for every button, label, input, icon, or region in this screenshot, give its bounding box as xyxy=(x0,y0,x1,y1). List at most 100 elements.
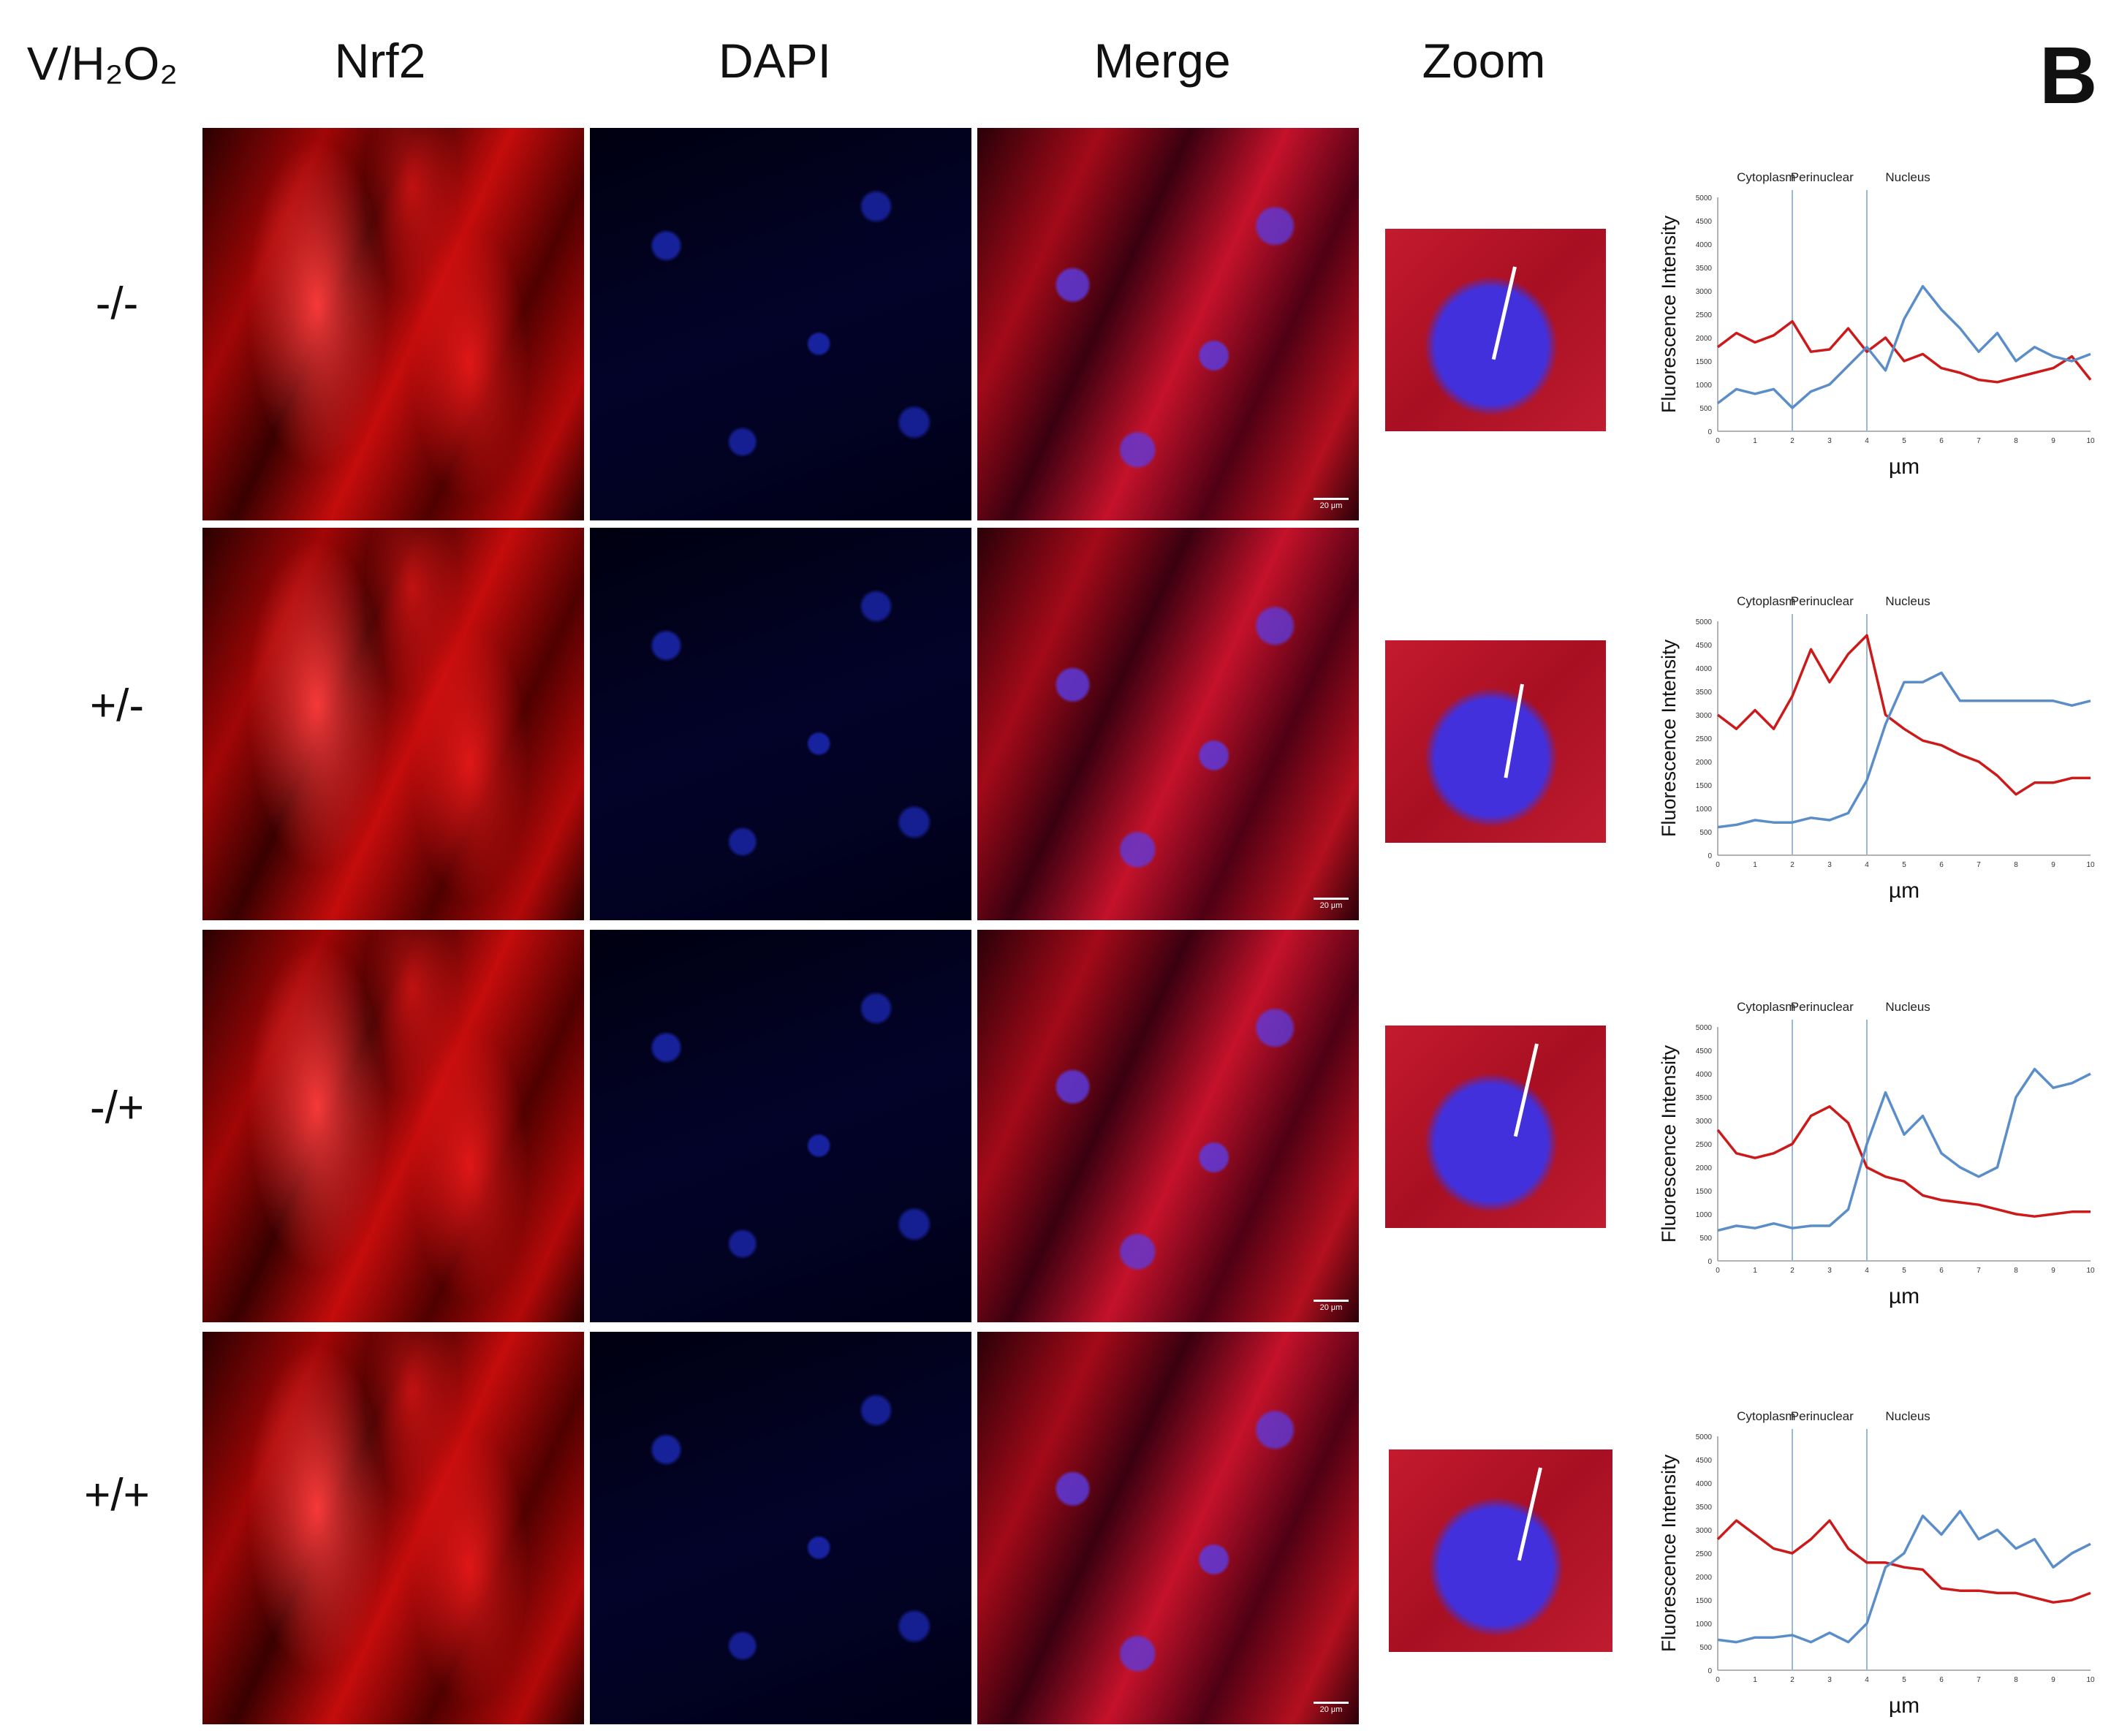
scale-bar: 20 μm xyxy=(1314,1702,1349,1714)
x-tick-label: 7 xyxy=(1977,437,1981,445)
x-tick-label: 3 xyxy=(1827,1676,1832,1684)
region-label: Perinuclear xyxy=(1791,594,1854,608)
region-label: Cytoplasm xyxy=(1737,1000,1795,1014)
region-label: Nucleus xyxy=(1885,1000,1930,1014)
x-tick-label: 4 xyxy=(1865,437,1869,445)
intensity-profile-chart: 0 500 1000 1500 2000 2500 3000 3500 4000 4500 5000… xyxy=(1658,170,2095,479)
x-tick-label: 1 xyxy=(1753,1267,1757,1275)
region-label: Perinuclear xyxy=(1791,1409,1854,1423)
x-tick-label: 7 xyxy=(1977,1267,1981,1275)
zoom-micrograph xyxy=(1385,640,1606,843)
nrf2-intensity-line xyxy=(1716,1105,2091,1218)
y-tick-label: 1500 xyxy=(1696,358,1713,366)
column-heading-dapi: DAPI xyxy=(718,34,832,88)
region-label: Perinuclear xyxy=(1791,170,1854,184)
x-tick-label: 6 xyxy=(1939,861,1944,869)
x-tick-label: 0 xyxy=(1716,1676,1720,1684)
y-tick-label: 4500 xyxy=(1696,218,1713,226)
nrf2-micrograph xyxy=(202,930,584,1322)
nrf2-intensity-line xyxy=(1716,634,2091,796)
row-label: +/+ xyxy=(84,1470,150,1520)
nrf2-intensity-line xyxy=(1716,1519,2091,1604)
x-tick-label: 2 xyxy=(1790,437,1794,445)
region-label: Cytoplasm xyxy=(1737,1409,1795,1423)
row-label: -/- xyxy=(95,278,139,329)
y-tick-label: 4500 xyxy=(1696,1047,1713,1055)
nrf2-micrograph xyxy=(202,128,584,520)
y-axis-title: Fluorescence Intensity xyxy=(1658,1454,1680,1652)
x-tick-label: 1 xyxy=(1753,437,1757,445)
merge-micrograph: 20 μm xyxy=(977,1332,1359,1724)
dapi-intensity-line xyxy=(1717,1509,2091,1644)
x-tick-label: 2 xyxy=(1790,1267,1794,1275)
x-tick-label: 9 xyxy=(2051,1676,2055,1684)
x-tick-label: 1 xyxy=(1753,861,1757,869)
y-tick-label: 3500 xyxy=(1696,1094,1713,1102)
region-label: Perinuclear xyxy=(1791,1000,1854,1014)
y-tick-label: 1500 xyxy=(1696,1597,1713,1605)
panel-label: B xyxy=(2039,31,2098,121)
row-label: -/+ xyxy=(89,1083,145,1133)
y-tick-label: 1500 xyxy=(1696,1188,1713,1196)
x-tick-label: 5 xyxy=(1902,861,1906,869)
y-tick-label: 500 xyxy=(1699,1644,1712,1652)
y-tick-label: 0 xyxy=(1708,1258,1712,1266)
x-tick-label: 4 xyxy=(1865,1676,1869,1684)
x-tick-label: 10 xyxy=(2086,861,2095,869)
nrf2-micrograph xyxy=(202,528,584,920)
intensity-profile-chart: 0 500 1000 1500 2000 2500 3000 3500 4000 4500 5000… xyxy=(1658,1409,2095,1718)
y-tick-label: 0 xyxy=(1708,428,1712,436)
y-tick-label: 3500 xyxy=(1696,265,1713,273)
intensity-profile-chart: 0 500 1000 1500 2000 2500 3000 3500 4000 4500 5000… xyxy=(1658,1000,2095,1308)
merge-micrograph: 20 μm xyxy=(977,528,1359,920)
x-tick-label: 3 xyxy=(1827,861,1832,869)
x-tick-label: 5 xyxy=(1902,1267,1906,1275)
x-tick-label: 4 xyxy=(1865,1267,1869,1275)
x-axis-title: µm xyxy=(1889,455,1919,479)
y-tick-label: 4000 xyxy=(1696,1071,1713,1079)
scale-bar-line xyxy=(1314,498,1349,500)
y-tick-label: 0 xyxy=(1708,852,1712,860)
scale-bar: 20 μm xyxy=(1314,1300,1349,1312)
line-profile-marker xyxy=(1517,1467,1542,1561)
dapi-intensity-line xyxy=(1717,1067,2091,1232)
x-tick-label: 1 xyxy=(1753,1676,1757,1684)
y-tick-label: 5000 xyxy=(1696,1024,1713,1032)
intensity-profile-chart: 0 500 1000 1500 2000 2500 3000 3500 4000 4500 5000… xyxy=(1658,594,2095,903)
y-tick-label: 2000 xyxy=(1696,759,1713,767)
y-tick-label: 5000 xyxy=(1696,618,1713,626)
x-tick-label: 7 xyxy=(1977,1676,1981,1684)
x-tick-label: 8 xyxy=(2014,1267,2018,1275)
zoom-micrograph xyxy=(1385,229,1606,431)
y-axis-title: Fluorescence Intensity xyxy=(1658,1045,1680,1243)
x-tick-label: 10 xyxy=(2086,437,2095,445)
x-tick-label: 3 xyxy=(1827,437,1832,445)
x-tick-label: 9 xyxy=(2051,1267,2055,1275)
x-tick-label: 8 xyxy=(2014,1676,2018,1684)
scale-bar-label: 20 μm xyxy=(1319,501,1343,510)
y-tick-label: 2500 xyxy=(1696,1550,1713,1558)
dapi-intensity-line xyxy=(1717,671,2091,829)
y-tick-label: 4000 xyxy=(1696,241,1713,249)
y-tick-label: 2500 xyxy=(1696,735,1713,743)
scale-bar-line xyxy=(1314,1300,1349,1302)
y-tick-label: 3000 xyxy=(1696,288,1713,296)
scale-bar-line xyxy=(1314,898,1349,900)
zoom-micrograph xyxy=(1385,1026,1606,1228)
x-tick-label: 0 xyxy=(1716,437,1720,445)
dapi-micrograph xyxy=(590,930,971,1322)
x-tick-label: 9 xyxy=(2051,437,2055,445)
dapi-micrograph xyxy=(590,1332,971,1724)
region-label: Nucleus xyxy=(1885,170,1930,184)
scale-bar-label: 20 μm xyxy=(1319,901,1343,910)
y-tick-label: 2000 xyxy=(1696,1164,1713,1172)
dapi-micrograph xyxy=(590,128,971,520)
scale-bar-label: 20 μm xyxy=(1319,1705,1343,1714)
x-tick-label: 5 xyxy=(1902,1676,1906,1684)
region-label: Cytoplasm xyxy=(1737,594,1795,608)
scale-bar-line xyxy=(1314,1702,1349,1704)
y-tick-label: 3500 xyxy=(1696,1504,1713,1512)
x-tick-label: 9 xyxy=(2051,861,2055,869)
merge-micrograph: 20 μm xyxy=(977,128,1359,520)
x-tick-label: 4 xyxy=(1865,861,1869,869)
